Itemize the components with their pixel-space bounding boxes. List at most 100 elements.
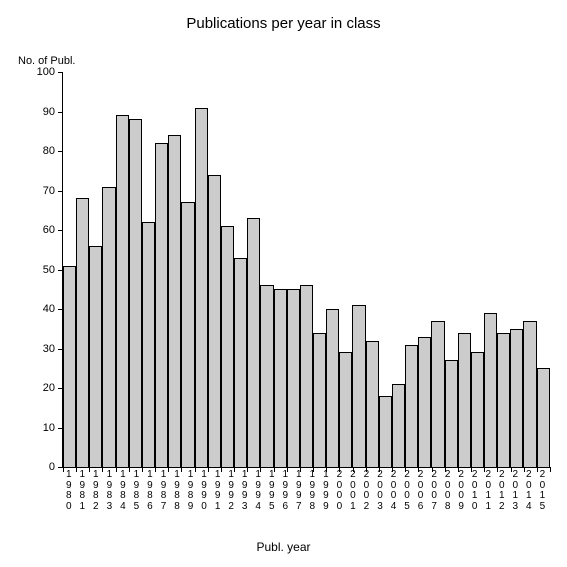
y-tick (58, 349, 63, 350)
x-tick-label: 2001 (346, 470, 360, 512)
bar (260, 285, 273, 467)
bar (366, 341, 379, 467)
bar (102, 187, 115, 467)
y-tick-label: 60 (43, 224, 55, 236)
x-tick-label: 2007 (427, 470, 441, 512)
x-tick-label: 1981 (76, 470, 90, 512)
bar (287, 289, 300, 467)
x-tick-label: 1983 (103, 470, 117, 512)
y-tick (58, 191, 63, 192)
bar (89, 246, 102, 467)
x-tick-label: 2000 (333, 470, 347, 512)
x-tick-label: 2003 (373, 470, 387, 512)
bar (484, 313, 497, 467)
bar (537, 368, 550, 467)
bar (63, 266, 76, 467)
y-tick (58, 388, 63, 389)
bar (445, 360, 458, 467)
bar (129, 119, 142, 467)
bar (379, 396, 392, 467)
x-tick-label: 1989 (184, 470, 198, 512)
bar (339, 352, 352, 467)
y-tick (58, 428, 63, 429)
x-tick-label: 1982 (89, 470, 103, 512)
bar (247, 218, 260, 467)
bar (523, 321, 536, 467)
bar (313, 333, 326, 467)
x-tick-label: 1998 (306, 470, 320, 512)
x-tick-label: 1988 (170, 470, 184, 512)
bar (431, 321, 444, 467)
plot-area: 0102030405060708090100 (62, 72, 550, 468)
bar (234, 258, 247, 467)
x-tick-label: 1985 (130, 470, 144, 512)
bar (142, 222, 155, 467)
bar (326, 309, 339, 467)
y-tick-label: 0 (49, 461, 55, 473)
y-tick-label: 50 (43, 264, 55, 276)
y-tick (58, 112, 63, 113)
bar (405, 345, 418, 467)
x-tick-label: 2010 (468, 470, 482, 512)
y-tick-label: 10 (43, 422, 55, 434)
y-tick-label: 100 (37, 66, 55, 78)
x-tick-label: 1990 (197, 470, 211, 512)
y-tick (58, 72, 63, 73)
x-tick-label: 1993 (238, 470, 252, 512)
bar (76, 198, 89, 467)
y-tick (58, 151, 63, 152)
x-tick-label: 2002 (360, 470, 374, 512)
y-tick-label: 40 (43, 303, 55, 315)
x-tick-label: 2012 (495, 470, 509, 512)
x-tick-label: 2011 (481, 470, 495, 512)
x-tick-label: 1994 (251, 470, 265, 512)
x-tick-label: 2015 (536, 470, 550, 512)
x-tick-label: 2009 (454, 470, 468, 512)
bar (168, 135, 181, 467)
x-labels-group: 1980198119821983198419851986198719881989… (62, 470, 549, 512)
x-tick-label: 2013 (509, 470, 523, 512)
bar (352, 305, 365, 467)
bar (418, 337, 431, 467)
x-tick (550, 467, 551, 472)
y-tick-label: 80 (43, 145, 55, 157)
bar (116, 115, 129, 467)
y-tick (58, 270, 63, 271)
x-tick-label: 1996 (279, 470, 293, 512)
bar (274, 289, 287, 467)
bar (497, 333, 510, 467)
bar (458, 333, 471, 467)
y-tick-label: 70 (43, 185, 55, 197)
y-tick (58, 230, 63, 231)
bar (471, 352, 484, 467)
x-tick-label: 1995 (265, 470, 279, 512)
x-tick-label: 2014 (522, 470, 536, 512)
y-tick-label: 90 (43, 106, 55, 118)
x-tick-label: 1991 (211, 470, 225, 512)
bar (300, 285, 313, 467)
bars-group (63, 72, 550, 467)
y-tick-label: 30 (43, 343, 55, 355)
x-tick-label: 1987 (157, 470, 171, 512)
chart-title: Publications per year in class (0, 15, 567, 32)
bar (181, 202, 194, 467)
x-axis-label: Publ. year (0, 540, 567, 554)
x-tick-label: 2005 (400, 470, 414, 512)
x-tick-label: 1992 (224, 470, 238, 512)
x-tick-label: 1997 (292, 470, 306, 512)
x-tick-label: 1986 (143, 470, 157, 512)
y-tick-label: 20 (43, 382, 55, 394)
bar (195, 108, 208, 467)
chart-container: Publications per year in class No. of Pu… (0, 0, 567, 567)
bar (510, 329, 523, 467)
bar (155, 143, 168, 467)
x-tick-label: 1980 (62, 470, 76, 512)
x-tick-label: 1984 (116, 470, 130, 512)
bar (392, 384, 405, 467)
y-tick (58, 309, 63, 310)
x-tick-label: 2006 (414, 470, 428, 512)
x-tick-label: 2004 (387, 470, 401, 512)
x-tick-label: 1999 (319, 470, 333, 512)
x-tick-label: 2008 (441, 470, 455, 512)
bar (221, 226, 234, 467)
